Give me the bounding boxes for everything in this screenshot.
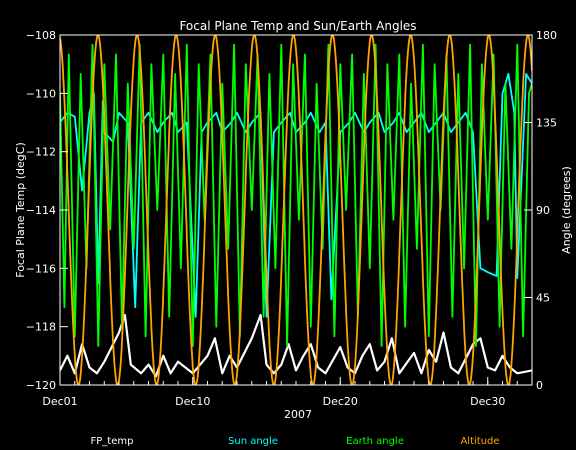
x-axis-label: 2007 bbox=[284, 408, 312, 421]
legend-entry-altitude: Altitude bbox=[460, 436, 499, 447]
series-line-fp-temp bbox=[60, 313, 532, 378]
y-tick-label-right: 45 bbox=[536, 292, 550, 305]
y-tick-label-right: 180 bbox=[536, 29, 557, 42]
legend-entry-earth-angle: Earth angle bbox=[346, 436, 404, 447]
legend: FP_temp Sun angle Earth angle Altitude bbox=[91, 436, 500, 447]
y-tick-label-left: −118 bbox=[26, 321, 56, 334]
y-axis-right: 0 45 90 135 180 bbox=[524, 29, 557, 392]
y-tick-label-left: −116 bbox=[26, 262, 56, 275]
y-tick-label-left: −114 bbox=[26, 204, 56, 217]
y-axis-left: −120 −118 −116 −114 −112 −110 −108 bbox=[26, 29, 68, 392]
legend-entry-sun-angle: Sun angle bbox=[228, 436, 278, 447]
legend-entry-fp-temp: FP_temp bbox=[91, 436, 134, 447]
series-line-earth-angle bbox=[60, 43, 532, 347]
x-tick-label: Dec20 bbox=[323, 395, 358, 408]
y-tick-label-left: −108 bbox=[26, 29, 56, 42]
chart-title: Focal Plane Temp and Sun/Earth Angles bbox=[179, 19, 416, 33]
x-axis: Dec01 Dec10 Dec20 Dec30 bbox=[42, 377, 533, 408]
y-axis-right-label: Angle (degrees) bbox=[560, 166, 573, 254]
y-tick-label-right: 90 bbox=[536, 204, 550, 217]
plot-area bbox=[60, 35, 532, 385]
x-tick-label: Dec30 bbox=[470, 395, 505, 408]
y-tick-label-right: 135 bbox=[536, 117, 557, 130]
y-tick-label-right: 0 bbox=[536, 379, 543, 392]
y-axis-left-label: Focal Plane Temp (degC) bbox=[14, 142, 27, 277]
x-tick-label: Dec01 bbox=[42, 395, 77, 408]
series-line-altitude bbox=[60, 35, 532, 385]
y-tick-label-left: −120 bbox=[26, 379, 56, 392]
y-tick-label-left: −110 bbox=[26, 87, 56, 100]
x-tick-label: Dec10 bbox=[175, 395, 210, 408]
y-tick-label-left: −112 bbox=[26, 146, 56, 159]
